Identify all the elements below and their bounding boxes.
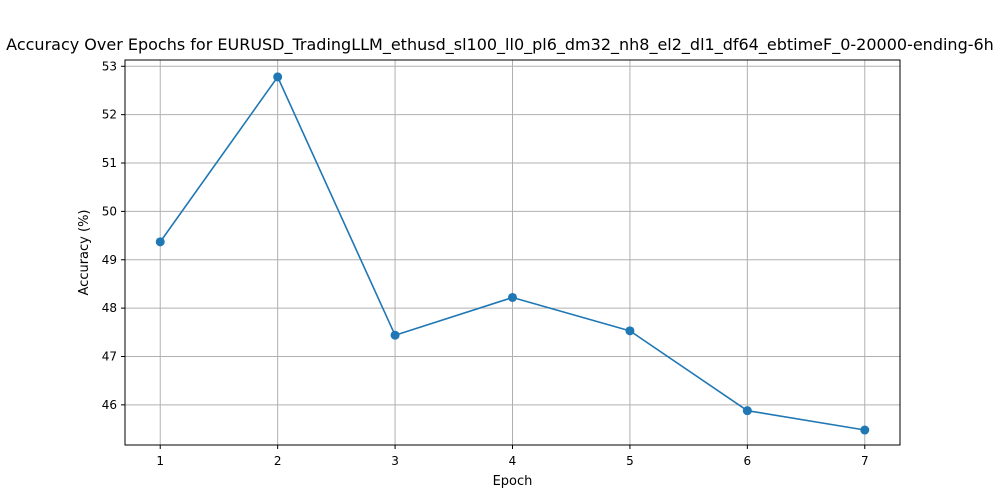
y-tick-label: 52 [102,108,117,122]
y-tick-label: 48 [102,301,117,315]
x-tick-label: 4 [509,454,517,468]
series-layer [155,72,870,435]
x-tick-label: 7 [861,454,869,468]
axes [121,59,901,449]
y-tick-label: 49 [102,253,117,267]
tick-labels: 1 2 3 4 5 6 7 46 47 48 49 50 51 52 53 [102,59,869,468]
data-point [508,292,517,302]
y-axis-label: Accuracy (%) [77,210,92,296]
data-point [273,72,283,82]
x-tick-label: 2 [274,454,282,468]
y-tick-label: 51 [102,156,117,170]
data-point [742,406,752,416]
grid [125,60,900,445]
x-tick-label: 1 [156,454,164,468]
data-point [155,237,165,247]
data-point [390,330,400,340]
y-tick-label: 47 [102,349,117,363]
x-tick-label: 6 [744,454,752,468]
y-tick-label: 53 [102,59,117,73]
y-tick-label: 50 [102,204,117,218]
x-tick-label: 5 [626,454,634,468]
data-point [625,326,635,336]
y-tick-label: 46 [102,398,117,412]
data-point [860,425,870,435]
x-axis-label: Epoch [493,474,533,489]
x-tick-label: 3 [391,454,399,468]
chart-title: Accuracy Over Epochs for EURUSD_TradingL… [6,35,994,55]
